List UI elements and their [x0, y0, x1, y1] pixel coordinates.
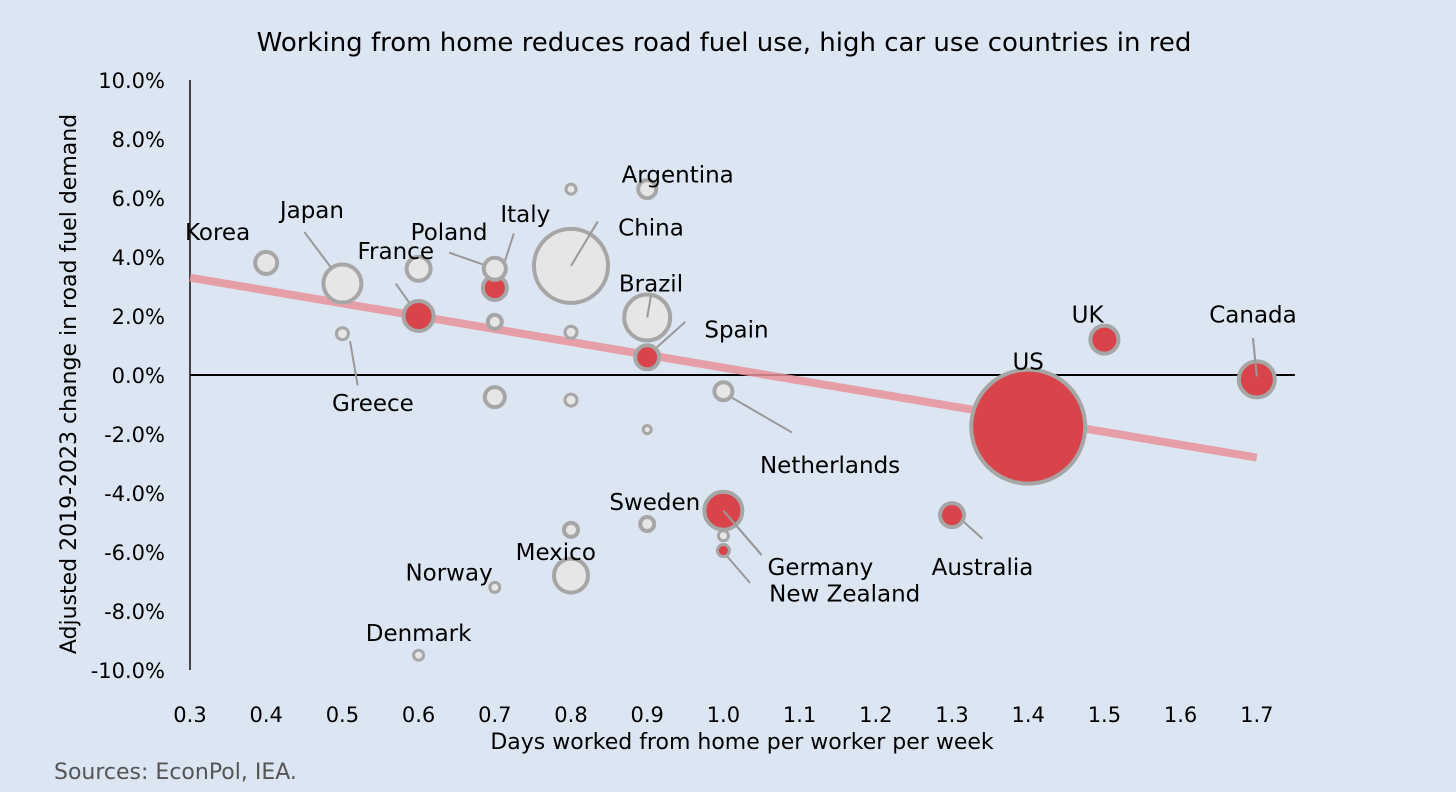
y-tick-label: 0.0% — [112, 364, 165, 388]
data-point — [552, 556, 590, 595]
leader-lines — [303, 221, 1258, 584]
y-tick-label: 6.0% — [112, 187, 165, 211]
y-tick-label: 8.0% — [112, 128, 165, 152]
country-label: Italy — [500, 202, 550, 228]
data-point — [716, 529, 730, 543]
leader-line — [1251, 338, 1258, 377]
y-tick-label: -4.0% — [104, 482, 165, 506]
x-tick-label: 1.7 — [1240, 703, 1273, 727]
leader-line — [646, 295, 652, 318]
data-point — [253, 249, 280, 276]
data-point — [641, 424, 653, 436]
x-axis-label: Days worked from home per worker per wee… — [490, 730, 994, 755]
leader-line — [722, 551, 751, 584]
x-tick-label: 1.4 — [1011, 703, 1044, 727]
y-tick-label: 10.0% — [98, 69, 165, 93]
country-label: US — [1012, 350, 1043, 376]
x-tick-label: 0.9 — [630, 703, 663, 727]
data-point — [638, 514, 657, 533]
leader-line — [722, 510, 763, 556]
data-point — [481, 255, 508, 282]
country-label: Japan — [278, 198, 344, 224]
data-point — [401, 299, 436, 333]
data-point — [1236, 359, 1277, 400]
x-tick-label: 0.7 — [478, 703, 511, 727]
x-tick-label: 0.4 — [249, 703, 282, 727]
x-tick-label: 0.5 — [326, 703, 359, 727]
source-note: Sources: EconPol, IEA. — [54, 760, 297, 785]
leader-line — [349, 340, 359, 386]
x-tick-label: 1.0 — [707, 703, 740, 727]
data-points — [253, 178, 1277, 662]
data-point — [564, 182, 578, 196]
data-point — [412, 648, 426, 662]
x-tick-label: 1.5 — [1088, 703, 1121, 727]
country-label: Greece — [332, 391, 414, 417]
data-point — [636, 178, 659, 201]
y-tick-label: 2.0% — [112, 305, 165, 329]
data-point — [404, 254, 433, 283]
data-point — [334, 326, 350, 342]
country-label: Mexico — [516, 540, 596, 566]
x-tick-label: 0.6 — [402, 703, 435, 727]
country-label: Korea — [185, 220, 250, 246]
country-label: Poland — [411, 220, 488, 246]
country-label: Germany — [768, 555, 874, 581]
x-tick-label: 1.1 — [783, 703, 816, 727]
data-point — [321, 262, 364, 305]
country-label: Australia — [932, 555, 1034, 581]
country-label: France — [357, 239, 433, 265]
y-tick-label: -8.0% — [104, 600, 165, 624]
y-tick-label: -2.0% — [104, 423, 165, 447]
country-label: Argentina — [622, 162, 734, 188]
x-axis-ticks: 0.3 0.4 0.5 0.6 0.7 0.8 0.9 1.0 1.1 1.2 1.3 1.4 1.5 1… — [173, 703, 1273, 727]
x-tick-label: 1.3 — [935, 703, 968, 727]
country-label: Brazil — [619, 272, 683, 298]
data-point — [562, 520, 580, 539]
leader-line — [722, 391, 793, 434]
country-label: Canada — [1209, 303, 1297, 329]
country-label: Sweden — [609, 490, 700, 516]
x-tick-label: 1.6 — [1164, 703, 1197, 727]
y-tick-label: -6.0% — [104, 541, 165, 565]
data-point — [563, 392, 579, 408]
y-tick-label: -10.0% — [91, 659, 165, 683]
y-axis-label: Adjusted 2019-2023 change in road fuel d… — [57, 114, 82, 654]
data-point — [969, 367, 1088, 486]
x-tick-label: 1.2 — [859, 703, 892, 727]
data-point — [633, 343, 662, 372]
country-label: China — [618, 216, 684, 242]
chart-title: Working from home reduces road fuel use,… — [257, 28, 1192, 58]
country-label: New Zealand — [769, 581, 920, 607]
data-point — [488, 580, 502, 594]
data-point — [563, 324, 579, 340]
country-label: Netherlands — [760, 453, 900, 479]
y-axis-ticks: 10.0% 8.0% 6.0% 4.0% 2.0% 0.0% -2.0% -4.0% -6.0%… — [91, 69, 165, 683]
country-label: Denmark — [366, 621, 472, 647]
x-tick-label: 0.8 — [554, 703, 587, 727]
data-point — [715, 543, 731, 559]
data-point — [485, 312, 504, 331]
y-tick-label: 4.0% — [112, 246, 165, 270]
data-point — [482, 385, 507, 410]
data-point — [712, 380, 735, 403]
country-label: UK — [1072, 303, 1105, 329]
data-point — [1088, 323, 1121, 356]
data-point — [938, 501, 966, 530]
x-tick-label: 0.3 — [173, 703, 206, 727]
leader-line — [570, 221, 599, 267]
country-label: Spain — [704, 317, 768, 343]
country-label: Norway — [405, 561, 492, 587]
